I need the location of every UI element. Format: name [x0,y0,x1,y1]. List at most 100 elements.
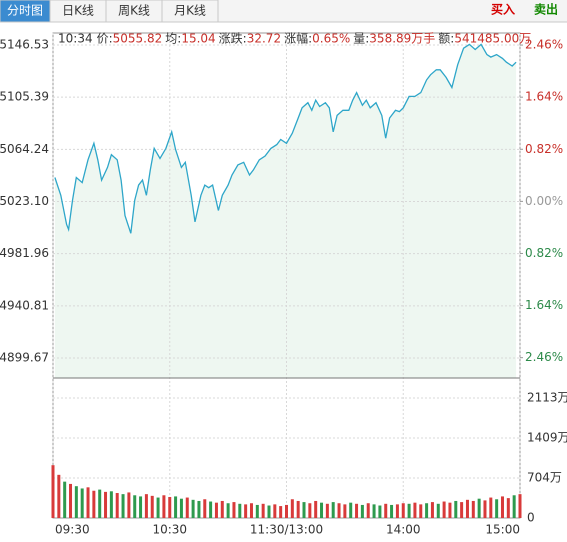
volume-bar [80,488,84,518]
volume-tick-label: 2113万 [527,390,567,404]
quote-label: 涨跌: [219,31,247,46]
volume-bar [302,502,306,518]
volume-bar [109,491,113,518]
volume-bar [74,486,78,518]
volume-bar [214,502,218,518]
tab-label[interactable]: 分时图 [7,4,43,18]
volume-bar [471,500,475,518]
volume-bar [174,496,178,518]
y-tick-label: 4981.96 [0,246,49,260]
volume-bar [179,498,183,518]
volume-bar [273,504,277,518]
action-button[interactable]: 买入 [491,3,515,17]
volume-bar [454,500,458,518]
volume-tick-label: 0 [527,511,535,525]
volume-bar [104,491,108,518]
y-tick-label: 4940.81 [0,298,49,312]
volume-bar [63,481,67,518]
x-tick-label: 14:00 [386,523,421,537]
volume-bar [308,503,312,518]
volume-tick-label: 704万 [527,471,562,485]
volume-bar [419,504,423,518]
y2-tick-label: 0.00% [525,194,563,208]
x-tick-label: 15:00 [485,523,520,537]
quote-time: 10:34 [58,32,93,46]
volume-bar [127,492,131,518]
volume-bar [139,496,143,518]
volume-bar [249,503,253,518]
volume-bar [150,495,154,518]
volume-bar [384,503,388,518]
tab-label[interactable]: 周K线 [118,4,150,18]
volume-bar [465,499,469,518]
volume-tick-label: 1409万 [527,430,567,444]
volume-bar [98,489,102,518]
volume-bar [337,503,341,518]
volume-bar [244,504,248,518]
volume-bar [442,501,446,518]
volume-bar [290,499,294,518]
y-tick-label: 5023.10 [0,194,49,208]
volume-bar [395,504,399,518]
volume-bar [518,494,522,518]
quote-value: 541485.00万 [454,32,531,46]
volume-bar [144,494,148,518]
volume-bar [255,504,259,518]
volume-bar [448,502,452,518]
volume-bar [378,505,382,518]
volume-bar [355,503,359,518]
x-tick-label: 09:30 [55,523,90,537]
tab[interactable] [161,0,219,23]
quote-label: 量: [353,32,369,46]
volume-bar [285,504,288,518]
volume-bar [51,465,55,518]
volume-bar [512,495,516,518]
quote-value: 358.89万手 [369,32,435,46]
volume-bar [267,505,271,518]
volume-bar [325,503,329,518]
volume-bar [372,504,376,518]
quote-value: 32.72 [247,32,281,46]
volume-bar [401,503,405,518]
y-tick-label: 5064.24 [0,142,49,156]
quote-label: 涨幅: [284,31,312,46]
x-tick-label: 11:30/13:00 [250,523,323,537]
volume-bar [197,500,201,518]
tab-label[interactable]: 日K线 [62,4,94,18]
volume-bar [156,497,160,518]
volume-bar [360,504,364,518]
y2-tick-label: 2.46% [525,350,563,364]
volume-bar [425,503,429,518]
volume-bar [460,502,464,518]
volume-bar [185,497,189,518]
volume-bar [191,499,195,518]
volume-bar [430,502,434,518]
y2-tick-label: 1.64% [525,298,563,312]
y2-tick-label: 0.82% [525,142,563,156]
volume-bar [366,503,370,518]
volume-bar [209,501,213,518]
quote-value: 0.65% [312,32,350,46]
y2-tick-label: 0.82% [525,246,563,260]
volume-bar [57,474,61,518]
quote-label: 均: [165,32,181,46]
y-tick-label: 4899.67 [0,351,49,365]
y-tick-label: 5105.39 [0,90,49,104]
volume-bar [349,502,353,518]
tab-label[interactable]: 月K线 [174,4,206,18]
volume-bar [296,500,300,518]
volume-bar [168,496,172,518]
volume-bar [483,500,487,518]
x-tick-label: 10:30 [152,523,187,537]
volume-bar [413,502,417,518]
volume-bar [489,497,493,518]
action-button[interactable]: 卖出 [534,2,558,17]
volume-bar [506,498,510,518]
volume-bar [121,494,125,518]
volume-bar [279,506,283,518]
volume-bar [500,496,504,518]
y-tick-label: 5146.53 [0,38,49,52]
volume-bar [331,502,335,518]
volume-bar [220,500,224,518]
volume-bar [226,503,230,518]
